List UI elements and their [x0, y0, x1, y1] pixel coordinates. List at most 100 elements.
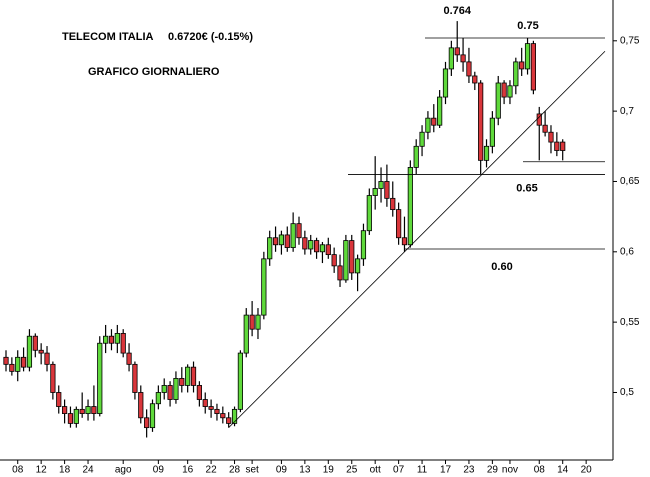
candle-body [472, 75, 478, 84]
candle-body [354, 258, 361, 274]
candle-body [190, 366, 197, 386]
candle-body [360, 230, 367, 260]
candle-body [378, 181, 384, 189]
candle-body [73, 408, 79, 424]
candle-body [114, 332, 120, 344]
candle-body [97, 342, 103, 414]
candle-body [554, 141, 560, 151]
candle-body [155, 392, 161, 405]
x-tick-label: 12 [36, 465, 48, 476]
candle-body [560, 141, 566, 151]
level-label: 0.65 [516, 182, 537, 194]
y-tick-label: 0,7 [620, 106, 634, 117]
x-tick-label: 17 [440, 465, 452, 476]
candle-body [56, 392, 62, 407]
candle-body [3, 356, 9, 365]
candle-body [179, 378, 185, 386]
candle-body [401, 237, 408, 246]
y-tick-label: 0,5 [620, 387, 634, 398]
high-label: 0.764 [443, 5, 471, 17]
candle-body [349, 240, 355, 274]
candle-body [507, 85, 513, 98]
candle-body [325, 244, 331, 256]
candle-body [454, 47, 460, 56]
candle-body [278, 234, 285, 246]
level-label: 0.60 [491, 261, 512, 273]
candle-body [9, 363, 15, 372]
candle-body [220, 413, 226, 419]
candle-body [15, 356, 21, 372]
candle-body [138, 392, 144, 419]
candle-body [108, 335, 115, 344]
candle-body [185, 366, 191, 386]
candle-body [284, 234, 290, 248]
candle-body [79, 408, 85, 414]
candle-body [513, 61, 519, 87]
candle-body [313, 240, 320, 253]
candle-body [149, 403, 156, 429]
x-tick-label: ago [115, 465, 132, 476]
candle-body [243, 314, 249, 354]
x-tick-label: nov [502, 465, 518, 476]
candle-body [437, 96, 443, 126]
candle-body [226, 417, 232, 424]
candle-body [483, 145, 490, 161]
candle-body [38, 349, 44, 354]
x-tick-label: 19 [323, 465, 335, 476]
y-tick-label: 0,55 [620, 317, 640, 328]
candle-body [442, 68, 449, 98]
candle-body [167, 385, 173, 400]
x-tick-label: 29 [487, 465, 499, 476]
candle-body [343, 240, 349, 281]
candle-body [103, 335, 109, 344]
level-label: 0.75 [517, 20, 538, 32]
x-tick-label: 16 [182, 465, 194, 476]
candle-body [20, 356, 27, 368]
candle-body [132, 363, 138, 393]
x-tick-label: 13 [299, 465, 311, 476]
candle-body [208, 406, 214, 410]
candle-body [26, 335, 33, 368]
candle-body [120, 332, 126, 354]
candle-body [44, 352, 50, 365]
candle-body [413, 145, 419, 168]
candle-body [272, 237, 279, 246]
price-label: 0.6720€ (-0.15%) [168, 31, 253, 43]
candle-body [431, 117, 437, 126]
candle-body [67, 413, 74, 424]
x-tick-label: set [245, 465, 259, 476]
candle-body [372, 188, 378, 196]
chart-title: TELECOM ITALIA [62, 31, 154, 43]
x-tick-label: 08 [534, 465, 546, 476]
candle-body [237, 352, 243, 410]
x-tick-label: 08 [12, 465, 24, 476]
candle-body [407, 167, 413, 246]
x-tick-label: 11 [417, 465, 428, 476]
x-tick-label: 24 [82, 465, 94, 476]
x-tick-label: 18 [59, 465, 71, 476]
candle-body [384, 181, 390, 199]
candle-body [196, 385, 202, 400]
candle-body [478, 82, 484, 161]
candle-body [261, 258, 267, 316]
candle-body [425, 117, 431, 133]
candle-body [231, 408, 238, 424]
candle-body [161, 385, 167, 393]
candle-body [396, 209, 402, 239]
candle-body [173, 378, 179, 400]
candle-body [337, 265, 343, 281]
candle-body [144, 417, 150, 429]
candle-body [214, 408, 220, 414]
candle-body [126, 352, 132, 365]
candle-body [50, 363, 56, 393]
x-tick-label: 22 [206, 465, 218, 476]
candle-body [290, 223, 296, 248]
candle-body [91, 406, 97, 414]
candle-body [255, 314, 261, 330]
candle-body [530, 43, 537, 91]
x-tick-label: 28 [229, 465, 241, 476]
candle-body [267, 237, 273, 260]
x-tick-label: 09 [153, 465, 165, 476]
